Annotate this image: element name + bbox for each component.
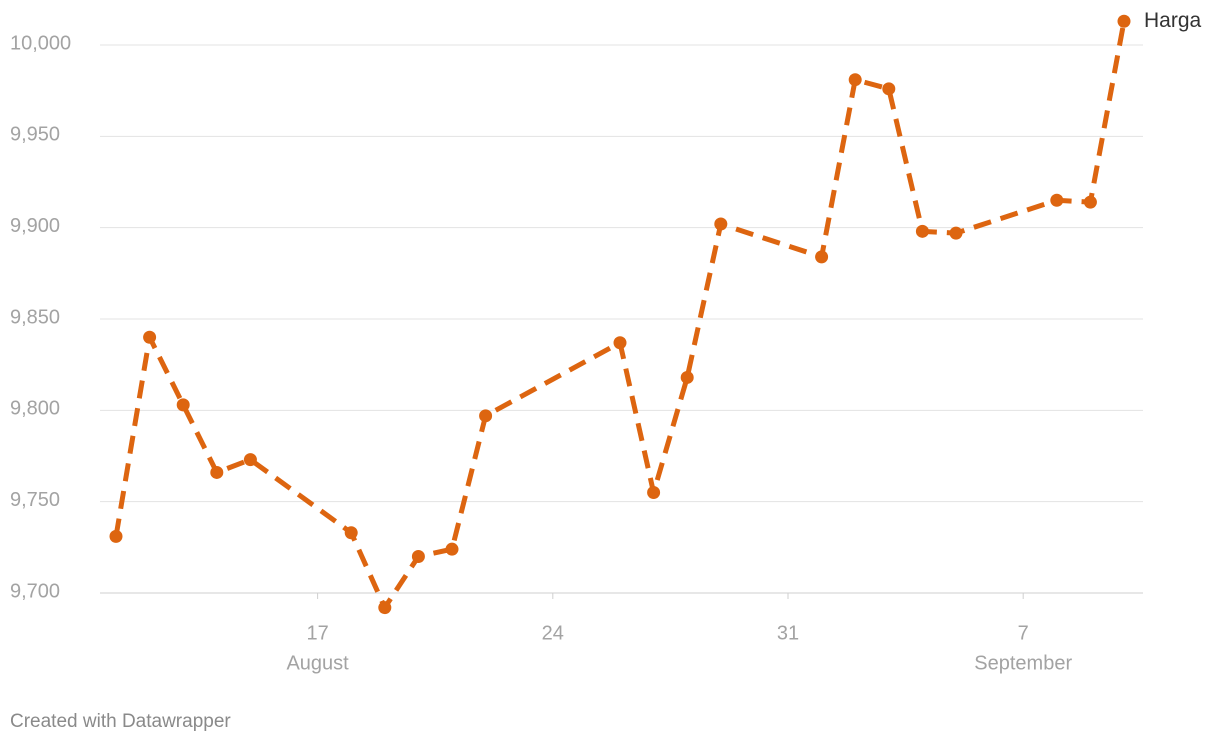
data-point — [411, 549, 425, 563]
data-point — [613, 336, 627, 350]
data-point — [243, 453, 257, 467]
y-tick-label: 10,000 — [10, 32, 71, 54]
x-month-label: September — [974, 652, 1072, 674]
data-point — [344, 526, 358, 540]
y-tick-label: 9,700 — [10, 580, 60, 602]
data-point — [714, 217, 728, 231]
data-point — [143, 330, 157, 344]
x-tick-label: 24 — [542, 622, 564, 644]
data-point — [848, 73, 862, 87]
series-label: Harga — [1144, 9, 1202, 32]
x-tick-label: 31 — [777, 622, 799, 644]
x-tick-label: 17 — [306, 622, 328, 644]
data-point — [1050, 193, 1064, 207]
data-point — [1083, 195, 1097, 209]
y-tick-label: 9,800 — [10, 398, 60, 420]
x-month-label: August — [286, 652, 349, 674]
data-point — [647, 486, 661, 500]
data-point — [210, 465, 224, 479]
data-point — [378, 601, 392, 615]
y-tick-label: 9,900 — [10, 215, 60, 237]
data-point — [479, 409, 493, 423]
y-tick-label: 9,950 — [10, 124, 60, 146]
y-tick-label: 9,750 — [10, 489, 60, 511]
data-point — [680, 370, 694, 384]
x-tick-label: 7 — [1018, 622, 1029, 644]
data-point — [949, 226, 963, 240]
series-line — [113, 20, 1127, 611]
data-point — [1117, 14, 1131, 28]
y-tick-label: 9,850 — [10, 306, 60, 328]
data-point — [915, 224, 929, 238]
credit: Created with Datawrapper — [10, 711, 231, 732]
data-point — [445, 542, 459, 556]
data-point — [109, 529, 123, 543]
data-point — [176, 398, 190, 412]
data-point — [815, 250, 829, 264]
data-point — [882, 82, 896, 96]
